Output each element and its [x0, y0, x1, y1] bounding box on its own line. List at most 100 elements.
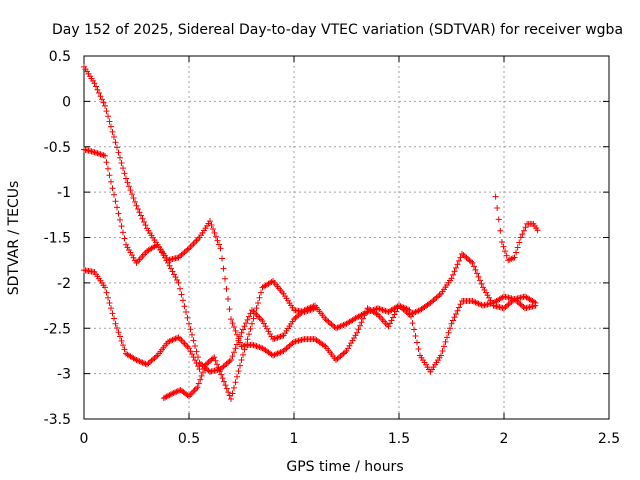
data-point [187, 391, 194, 398]
data-point [411, 326, 417, 333]
data-point [223, 285, 230, 292]
data-point [235, 335, 242, 342]
data-point [408, 313, 414, 320]
data-point [457, 301, 464, 308]
data-point [215, 364, 222, 371]
data-point [112, 139, 119, 146]
data-point [102, 284, 108, 291]
data-point [109, 128, 116, 135]
data-point [180, 297, 186, 304]
grid [84, 56, 609, 419]
data-point [100, 152, 107, 159]
data-point [105, 294, 111, 301]
data-point [456, 304, 462, 311]
data-point [390, 314, 396, 321]
data-point [376, 305, 383, 312]
data-point [120, 342, 126, 349]
data-point [108, 305, 114, 312]
x-tick-label: 2.5 [598, 431, 620, 447]
data-point [253, 343, 260, 350]
data-point [201, 365, 208, 372]
y-axis-label: SDTVAR / TECUs [6, 181, 22, 296]
data-point [252, 310, 258, 317]
data-point [354, 329, 360, 336]
data-point [120, 165, 126, 172]
data-point [456, 257, 462, 264]
chart-title: Day 152 of 2025, Sidereal Day-to-day VTE… [52, 22, 623, 38]
data-point [243, 341, 249, 348]
data-point [115, 149, 122, 156]
data-point [190, 337, 197, 344]
data-point [108, 123, 114, 130]
data-point [228, 396, 234, 403]
data-point [138, 212, 144, 219]
data-point [106, 172, 113, 179]
data-point [219, 255, 225, 262]
data-point [193, 385, 199, 392]
data-point [129, 191, 135, 198]
data-point [534, 227, 541, 234]
data-point [453, 310, 459, 317]
data-point [492, 193, 499, 200]
data-point [118, 159, 125, 166]
data-point [111, 315, 117, 322]
data-point [106, 118, 113, 125]
data-point [223, 385, 230, 392]
data-point [238, 357, 245, 364]
data-point [513, 249, 520, 256]
data-point [444, 334, 450, 341]
data-point [96, 89, 102, 96]
data-point [508, 255, 515, 262]
data-point [477, 277, 483, 284]
data-point [190, 240, 197, 247]
data-point [189, 242, 195, 249]
data-point [229, 390, 236, 397]
data-point [123, 175, 129, 182]
data-point [115, 210, 122, 217]
data-point [214, 237, 221, 244]
data-point [117, 154, 123, 161]
y-tick-label: -1.5 [44, 231, 71, 247]
data-point [93, 149, 99, 156]
x-tick-label: 1.5 [388, 431, 410, 447]
data-point [240, 326, 246, 333]
data-point [441, 343, 447, 350]
data-point [213, 233, 219, 240]
data-point [181, 303, 188, 310]
data-point [445, 329, 452, 336]
data-point [246, 331, 252, 338]
data-point [139, 215, 146, 222]
data-point [231, 384, 237, 391]
x-tick-label: 0.5 [178, 431, 200, 447]
data-point [241, 323, 248, 330]
data-point [121, 346, 128, 353]
data-point [102, 102, 108, 109]
data-point [253, 311, 260, 318]
data-point [196, 366, 203, 373]
data-point [497, 227, 504, 234]
data-point [183, 309, 189, 316]
data-point [241, 346, 248, 353]
x-tick-label: 1 [290, 431, 299, 447]
data-point [198, 372, 205, 379]
data-point [228, 316, 234, 323]
data-point [274, 334, 281, 341]
data-point [142, 222, 149, 229]
data-point [520, 227, 527, 234]
data-point [193, 360, 200, 367]
data-point [172, 274, 179, 281]
data-point [253, 305, 260, 312]
data-point [171, 271, 177, 278]
data-point [453, 264, 459, 271]
data-point [106, 299, 113, 306]
data-point [234, 331, 240, 338]
y-tick-label: -2 [57, 276, 71, 292]
data-point [232, 379, 239, 386]
data-point [381, 307, 387, 314]
data-point [516, 239, 523, 246]
data-point [279, 333, 285, 340]
data-point [252, 342, 258, 349]
data-point [226, 306, 233, 313]
series-track-e [492, 193, 541, 264]
data-point [181, 340, 188, 347]
